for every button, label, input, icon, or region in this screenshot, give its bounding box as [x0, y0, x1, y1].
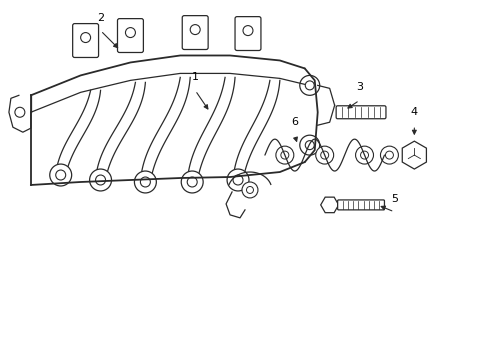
Circle shape: [125, 28, 135, 37]
Circle shape: [242, 182, 258, 198]
Circle shape: [280, 151, 288, 159]
Circle shape: [243, 26, 252, 36]
Circle shape: [275, 146, 293, 164]
Circle shape: [305, 141, 314, 150]
Circle shape: [187, 177, 197, 187]
Circle shape: [246, 186, 253, 193]
Circle shape: [299, 135, 319, 155]
Circle shape: [50, 164, 72, 186]
FancyBboxPatch shape: [337, 200, 384, 210]
Circle shape: [140, 177, 150, 187]
Circle shape: [190, 24, 200, 35]
Polygon shape: [402, 141, 426, 169]
Text: 1: 1: [191, 72, 198, 82]
Circle shape: [360, 151, 368, 159]
Text: 5: 5: [390, 194, 397, 204]
Circle shape: [95, 175, 105, 185]
Circle shape: [385, 151, 393, 159]
Text: 4: 4: [410, 107, 417, 117]
Circle shape: [81, 32, 90, 42]
Circle shape: [181, 171, 203, 193]
Circle shape: [56, 170, 65, 180]
Text: 6: 6: [291, 117, 298, 127]
Circle shape: [320, 151, 328, 159]
Circle shape: [299, 75, 319, 95]
Circle shape: [226, 169, 248, 191]
Circle shape: [134, 171, 156, 193]
Circle shape: [355, 146, 373, 164]
Circle shape: [89, 169, 111, 191]
Circle shape: [406, 148, 421, 163]
Circle shape: [233, 175, 243, 185]
Circle shape: [380, 146, 398, 164]
FancyBboxPatch shape: [335, 106, 385, 119]
Circle shape: [315, 146, 333, 164]
Polygon shape: [320, 197, 338, 213]
Text: 3: 3: [355, 82, 362, 92]
Circle shape: [305, 81, 314, 90]
Text: 2: 2: [97, 13, 104, 23]
Circle shape: [15, 107, 25, 117]
